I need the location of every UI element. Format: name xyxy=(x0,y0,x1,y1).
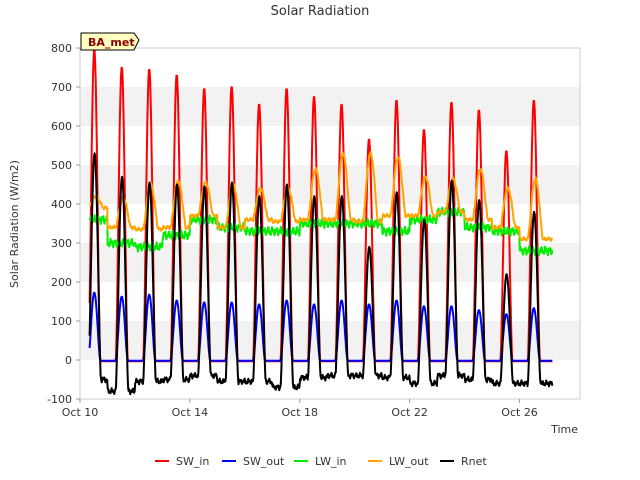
legend-label: SW_out xyxy=(243,455,285,468)
dataset-tag-box xyxy=(80,32,140,51)
grid-band xyxy=(80,321,580,360)
dataset-tag: BA_met xyxy=(80,32,140,51)
x-axis: Oct 10 Oct 14 Oct 18 Oct 22 Oct 26 xyxy=(62,399,538,419)
x-tick-label: Oct 14 xyxy=(172,406,209,419)
series-line-lw_out xyxy=(88,150,554,242)
series-lines xyxy=(88,49,554,396)
grid-band xyxy=(80,243,580,282)
legend: SW_in SW_out LW_in LW_out Rnet xyxy=(155,455,487,468)
y-tick-label: 400 xyxy=(51,198,72,211)
series-line-rnet xyxy=(88,152,554,396)
y-tick-label: 500 xyxy=(51,159,72,172)
legend-label: LW_in xyxy=(315,455,347,468)
plot-frame xyxy=(79,47,581,400)
y-tick-label: 200 xyxy=(51,276,72,289)
chart-title: Solar Radiation xyxy=(271,4,370,19)
x-tick-label: Oct 22 xyxy=(391,406,428,419)
grid-band xyxy=(80,165,580,204)
y-tick-label: 600 xyxy=(51,120,72,133)
grid-bands xyxy=(80,87,580,360)
legend-label: SW_in xyxy=(176,455,209,468)
legend-label: LW_out xyxy=(389,455,429,468)
x-axis-label: Time xyxy=(550,423,578,436)
series-line-lw_in xyxy=(88,206,554,257)
y-tick-label: 300 xyxy=(51,237,72,250)
y-axis: -100 0 100 200 300 400 500 600 700 800 xyxy=(47,42,80,406)
x-tick-label: Oct 26 xyxy=(501,406,538,419)
y-tick-label: 100 xyxy=(51,315,72,328)
y-tick-label: 800 xyxy=(51,42,72,55)
y-axis-label: Solar Radiation (W/m2) xyxy=(8,160,21,288)
grid-band xyxy=(80,87,580,126)
y-tick-label: 0 xyxy=(65,354,72,367)
legend-label: Rnet xyxy=(461,455,487,468)
x-tick-label: Oct 18 xyxy=(282,406,319,419)
y-tick-label: -100 xyxy=(47,393,72,406)
y-tick-label: 700 xyxy=(51,81,72,94)
x-tick-label: Oct 10 xyxy=(62,406,99,419)
dataset-tag-label: BA_met xyxy=(88,36,135,49)
